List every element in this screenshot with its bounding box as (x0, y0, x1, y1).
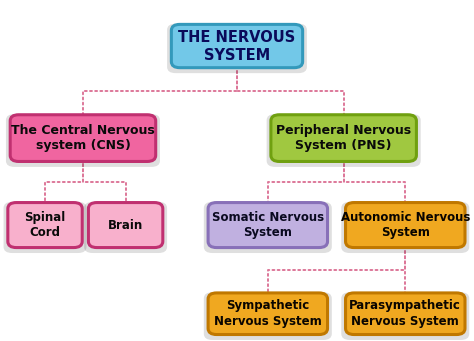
FancyBboxPatch shape (88, 203, 163, 248)
FancyBboxPatch shape (10, 115, 155, 162)
Text: Sympathetic
Nervous System: Sympathetic Nervous System (214, 299, 322, 328)
FancyBboxPatch shape (346, 293, 465, 335)
Text: The Central Nervous
system (CNS): The Central Nervous system (CNS) (11, 124, 155, 152)
Text: THE NERVOUS
SYSTEM: THE NERVOUS SYSTEM (178, 30, 296, 62)
FancyBboxPatch shape (341, 292, 469, 340)
FancyBboxPatch shape (341, 202, 469, 253)
FancyBboxPatch shape (346, 203, 465, 248)
FancyBboxPatch shape (208, 203, 328, 248)
FancyBboxPatch shape (204, 292, 332, 340)
Text: Somatic Nervous
System: Somatic Nervous System (212, 211, 324, 239)
FancyBboxPatch shape (172, 25, 303, 68)
Text: Parasympathetic
Nervous System: Parasympathetic Nervous System (349, 299, 461, 328)
FancyBboxPatch shape (4, 202, 86, 253)
Text: Autonomic Nervous
System: Autonomic Nervous System (341, 211, 470, 239)
FancyBboxPatch shape (8, 203, 82, 248)
FancyBboxPatch shape (266, 114, 420, 167)
FancyBboxPatch shape (6, 114, 160, 167)
FancyBboxPatch shape (204, 202, 332, 253)
Text: Spinal
Cord: Spinal Cord (24, 211, 66, 239)
Text: Peripheral Nervous
System (PNS): Peripheral Nervous System (PNS) (276, 124, 411, 152)
Text: Brain: Brain (108, 219, 143, 232)
FancyBboxPatch shape (84, 202, 167, 253)
FancyBboxPatch shape (208, 293, 328, 335)
FancyBboxPatch shape (271, 115, 416, 162)
FancyBboxPatch shape (167, 24, 307, 73)
